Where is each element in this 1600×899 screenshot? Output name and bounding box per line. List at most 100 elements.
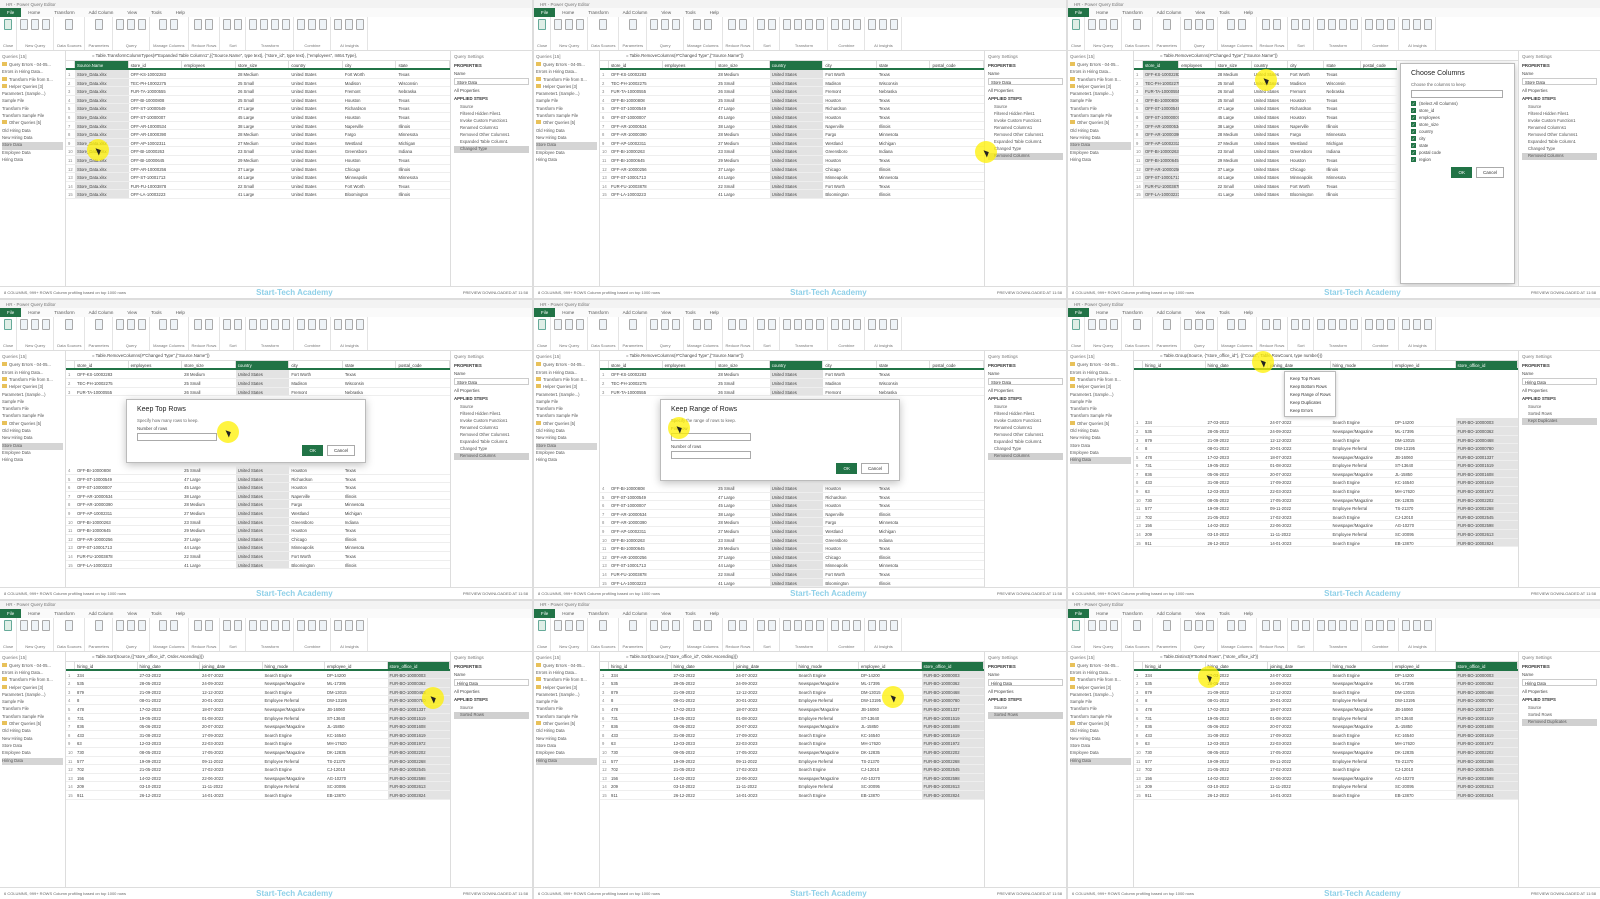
applied-step[interactable]: Removed Other Columns1	[460, 132, 510, 137]
query-item[interactable]: Old Hiring Data	[2, 428, 31, 433]
cell[interactable]: Texas	[1326, 183, 1338, 189]
query-item[interactable]: Other Queries [5]	[536, 421, 597, 428]
cell[interactable]: Texas	[878, 503, 890, 509]
query-item[interactable]: Hiring Data	[1070, 757, 1131, 765]
cell[interactable]: Texas	[398, 183, 410, 189]
cell[interactable]	[1361, 96, 1397, 104]
cell[interactable]: 12-03-2023	[1207, 489, 1229, 495]
ribbon-command-icon[interactable]	[1162, 319, 1171, 331]
cell[interactable]	[1361, 130, 1397, 138]
cell[interactable]: United States	[769, 578, 824, 587]
cell[interactable]: Bloomington	[1290, 192, 1314, 198]
cell[interactable]	[930, 190, 984, 198]
cell[interactable]: FUR-BO-10000780	[387, 696, 450, 705]
ribbon-command-icon[interactable]	[223, 19, 232, 30]
cell[interactable]	[182, 87, 236, 95]
cell[interactable]	[129, 552, 183, 560]
applied-step[interactable]: Source	[460, 104, 474, 109]
query-item[interactable]: Sample File	[536, 398, 559, 404]
ribbon-command-icon[interactable]	[661, 319, 670, 331]
cell[interactable]: 29 Medium	[718, 157, 739, 163]
applied-step[interactable]: Source	[994, 704, 1008, 710]
cell[interactable]: Bloomington	[825, 580, 849, 586]
cell[interactable]: KC-16540	[1395, 480, 1414, 486]
tab-file[interactable]: File	[0, 308, 22, 318]
ribbon-command-icon[interactable]	[599, 319, 608, 331]
ribbon-command-icon[interactable]	[1413, 619, 1422, 631]
cell[interactable]: 8	[1145, 446, 1148, 452]
tab-home[interactable]: Home	[562, 610, 575, 616]
cell[interactable]: 14-02-2022	[1207, 523, 1229, 529]
cell[interactable]: AG-10270	[1395, 523, 1415, 529]
cell[interactable]	[930, 182, 984, 190]
cell[interactable]: Bloomington	[291, 562, 315, 568]
cell[interactable]: FUR-BO-10001337	[387, 705, 450, 713]
applied-step[interactable]: Sorted Rows	[1528, 711, 1552, 717]
cell[interactable]: OFF-BI-10000263	[1143, 147, 1180, 155]
query-item[interactable]: New Hiring Data	[536, 735, 567, 741]
cell[interactable]: Texas	[878, 546, 890, 552]
cell[interactable]: FUR-BO-10000468	[1455, 435, 1518, 444]
ribbon-command-icon[interactable]	[783, 19, 792, 30]
ribbon-command-icon[interactable]	[890, 19, 899, 30]
cell[interactable]: Fort Worth	[825, 372, 846, 378]
cell[interactable]	[663, 501, 717, 509]
query-item[interactable]: Transform File from S...	[2, 77, 63, 84]
cell[interactable]: United States	[235, 483, 290, 491]
cell[interactable]: Westland	[1290, 140, 1308, 146]
menu-item[interactable]: Keep Bottom Rows	[1290, 383, 1327, 389]
ribbon-command-icon[interactable]	[757, 319, 766, 331]
cell[interactable]	[663, 370, 717, 378]
cell[interactable]: Houston	[825, 486, 841, 492]
column-header-hiring_mode[interactable]: hiring_mode	[1331, 661, 1393, 669]
tab-add-column[interactable]: Add Column	[1156, 610, 1182, 616]
cell[interactable]: Texas	[344, 476, 356, 482]
cell[interactable]	[182, 182, 236, 190]
cell[interactable]: OFF-LA-10003223	[1143, 190, 1180, 198]
cell[interactable]: 26 Small	[1217, 89, 1234, 95]
ribbon-command-icon[interactable]	[728, 619, 737, 631]
ribbon-command-icon[interactable]	[138, 319, 147, 331]
cell[interactable]	[396, 518, 450, 526]
cell[interactable]: 731	[1145, 715, 1152, 721]
ribbon-command-icon[interactable]	[794, 319, 803, 331]
cell[interactable]: Madison	[825, 380, 842, 386]
cell[interactable]: Minnesota	[878, 563, 899, 569]
cell[interactable]: 26-12-2022	[1207, 540, 1229, 546]
cell[interactable]	[930, 130, 984, 138]
cell[interactable]: 22-06-2022	[1270, 775, 1292, 781]
cell[interactable]: OFF-BI-10000645	[77, 528, 111, 534]
cell[interactable]: Indiana	[1326, 149, 1341, 155]
formula-bar[interactable]: = Table.RemoveColumns(#"Changed Type",{"…	[1134, 51, 1518, 61]
cell[interactable]: 01-08-2022	[736, 715, 758, 721]
ribbon-command-icon[interactable]	[538, 319, 547, 331]
query-item[interactable]: Store Data	[1070, 742, 1091, 748]
cell[interactable]: 05-06-2022	[139, 724, 161, 730]
cell[interactable]: 25 Small	[184, 380, 201, 386]
cell[interactable]: OFF-BI-10000263	[611, 537, 645, 543]
cell[interactable]: Texas	[878, 106, 890, 112]
cell[interactable]: DP-14200	[1395, 420, 1414, 426]
cell[interactable]: Illinois	[344, 536, 357, 542]
tab-help[interactable]: Help	[709, 310, 719, 316]
applied-step[interactable]: Renamed Columns1	[460, 125, 499, 130]
cell[interactable]: Texas	[878, 157, 890, 163]
cell[interactable]: 535	[1145, 681, 1152, 687]
ribbon-command-icon[interactable]	[282, 619, 291, 631]
cell[interactable]: FUR-BO-10002202	[921, 748, 984, 756]
cell[interactable]: 11-11-2022	[202, 784, 223, 790]
ribbon-command-icon[interactable]	[1350, 19, 1359, 30]
tab-help[interactable]: Help	[175, 10, 185, 15]
cell[interactable]	[396, 552, 450, 560]
tab-transform[interactable]: Transform	[54, 10, 75, 15]
cell[interactable]: FUR-BO-10000362	[387, 679, 450, 687]
ribbon-command-icon[interactable]	[282, 19, 291, 30]
cell[interactable]: 47 Large	[237, 106, 255, 112]
cell[interactable]: FUR-TA-10000555	[130, 89, 166, 95]
column-header-store_office_id[interactable]: store_office_id	[1455, 661, 1518, 669]
ribbon-command-icon[interactable]	[116, 19, 125, 30]
query-item[interactable]: Old Hiring Data	[2, 728, 31, 734]
applied-step[interactable]: Sorted Rows	[988, 711, 1063, 719]
ribbon-command-icon[interactable]	[1072, 619, 1081, 631]
cell[interactable]: 09-11-2022	[1270, 758, 1292, 764]
